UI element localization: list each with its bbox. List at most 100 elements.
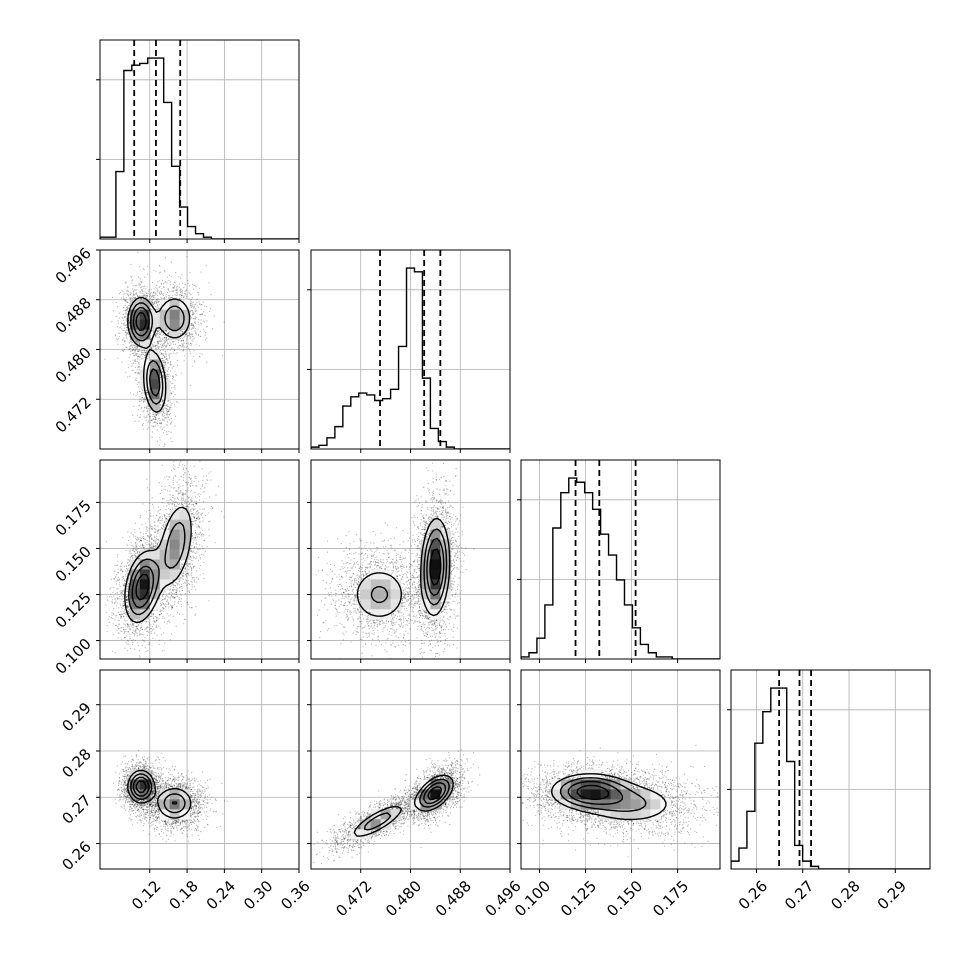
sample-point (163, 340, 165, 342)
sample-point (157, 341, 159, 343)
sample-point (171, 387, 173, 389)
sample-point (138, 341, 140, 343)
sample-point (161, 279, 164, 281)
sample-point (164, 351, 166, 353)
sample-point (166, 358, 168, 360)
sample-point (138, 420, 140, 422)
sample-point (146, 415, 148, 417)
sample-point (182, 282, 184, 284)
sample-point (158, 272, 160, 274)
density-cell (139, 339, 151, 350)
sample-point (132, 290, 134, 292)
sample-point (180, 340, 182, 342)
sample-point (163, 376, 165, 378)
sample-point (141, 391, 143, 393)
sample-point (200, 322, 202, 324)
sample-point (165, 356, 167, 358)
sample-point (142, 411, 144, 413)
sample-point (173, 287, 175, 289)
sample-point (136, 340, 138, 342)
sample-point (194, 321, 196, 323)
sample-point (212, 507, 214, 509)
sample-point (188, 292, 190, 294)
sample-point (134, 344, 136, 347)
sample-point (187, 330, 189, 332)
sample-point (165, 341, 167, 343)
sample-point (186, 484, 188, 486)
sample-point (188, 489, 190, 491)
sample-point (171, 606, 173, 608)
sample-point (156, 330, 158, 332)
sample-point (138, 348, 140, 350)
sample-point (186, 489, 188, 491)
sample-point (143, 351, 146, 353)
sample-point (167, 361, 169, 363)
sample-point (153, 421, 155, 423)
sample-point (170, 437, 172, 439)
sample-point (199, 356, 201, 358)
sample-point (129, 375, 131, 377)
sample-point (185, 334, 187, 336)
sample-point (136, 355, 138, 357)
sample-point (144, 294, 146, 296)
sample-point (173, 386, 175, 389)
sample-point (130, 275, 132, 277)
sample-point (183, 287, 185, 289)
sample-point (123, 316, 125, 319)
sample-point (132, 352, 134, 354)
sample-point (152, 413, 154, 415)
sample-point (126, 309, 128, 311)
sample-point (176, 359, 178, 361)
density-cell (159, 299, 171, 311)
sample-point (179, 298, 181, 300)
sample-point (186, 342, 188, 345)
sample-point (190, 477, 192, 479)
sample-point (172, 377, 174, 380)
sample-point (155, 300, 157, 302)
sample-point (145, 353, 147, 355)
sample-point (155, 417, 157, 419)
sample-point (193, 509, 195, 511)
sample-point (157, 342, 159, 344)
sample-point (160, 404, 162, 406)
sample-point (139, 291, 141, 293)
sample-point (161, 345, 163, 347)
sample-point (156, 332, 158, 334)
sample-point (146, 391, 148, 393)
sample-point (181, 332, 183, 335)
sample-point (171, 441, 173, 443)
sample-point (125, 281, 127, 283)
sample-point (125, 346, 127, 349)
sample-point (153, 293, 155, 295)
sample-point (123, 337, 125, 339)
sample-point (154, 415, 156, 417)
sample-point (130, 347, 132, 350)
sample-point (128, 323, 131, 325)
sample-point (161, 405, 163, 407)
sample-point (140, 540, 142, 542)
sample-point (166, 424, 169, 426)
sample-point (202, 508, 204, 510)
sample-point (172, 391, 174, 393)
sample-point (165, 375, 168, 377)
sample-point (192, 567, 194, 569)
sample-point (164, 367, 166, 369)
sample-point (146, 627, 148, 629)
sample-point (142, 389, 144, 391)
sample-point (137, 296, 139, 298)
sample-point (161, 400, 163, 403)
sample-point (169, 407, 171, 409)
density-cell (139, 329, 151, 340)
sample-point (141, 282, 143, 284)
sample-point (153, 330, 155, 332)
sample-point (197, 294, 199, 296)
sample-point (190, 302, 192, 304)
sample-point (150, 294, 152, 296)
sample-point (148, 427, 150, 429)
sample-point (137, 355, 139, 357)
sample-point (190, 304, 193, 306)
sample-point (162, 399, 164, 401)
sample-point (192, 458, 193, 459)
sample-point (167, 410, 169, 412)
sample-point (141, 397, 143, 399)
